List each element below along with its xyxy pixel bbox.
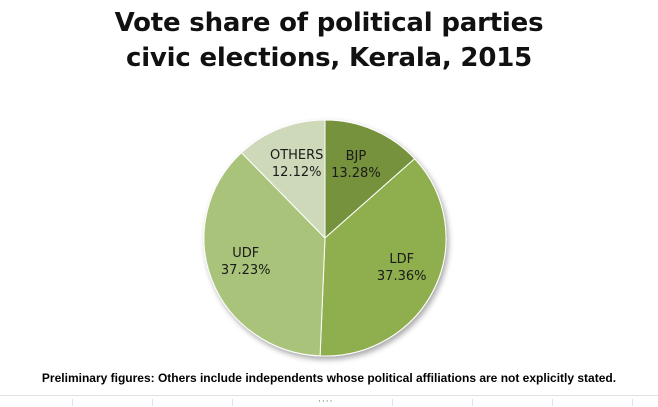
sheet-bottom-edge bbox=[0, 395, 658, 406]
column-divider bbox=[552, 399, 553, 406]
chart-footnote: Preliminary figures: Others include inde… bbox=[41, 371, 617, 385]
pie-slice-others bbox=[240, 119, 326, 240]
column-divider bbox=[632, 399, 633, 406]
pie-slice-ldf bbox=[319, 158, 447, 357]
column-divider bbox=[472, 399, 473, 406]
column-divider bbox=[392, 399, 393, 406]
slice-label-udf: UDF 37.23% bbox=[221, 246, 271, 278]
column-divider bbox=[152, 399, 153, 406]
slice-label-ldf: LDF 37.36% bbox=[377, 252, 427, 284]
pie-slices bbox=[203, 119, 447, 357]
pie-slice-bjp bbox=[324, 119, 416, 240]
slice-label-bjp: BJP 13.28% bbox=[331, 149, 381, 181]
pie-slice-udf bbox=[203, 151, 326, 357]
resize-grip-icon[interactable]: ···· bbox=[318, 397, 334, 407]
chart-title-line-1: Vote share of political parties bbox=[114, 8, 544, 38]
column-divider bbox=[232, 399, 233, 406]
slice-label-others: OTHERS 12.12% bbox=[270, 148, 323, 180]
chart-title: Vote share of political parties civic el… bbox=[0, 6, 658, 76]
column-divider bbox=[72, 399, 73, 406]
chart-title-line-2: civic elections, Kerala, 2015 bbox=[126, 43, 532, 73]
